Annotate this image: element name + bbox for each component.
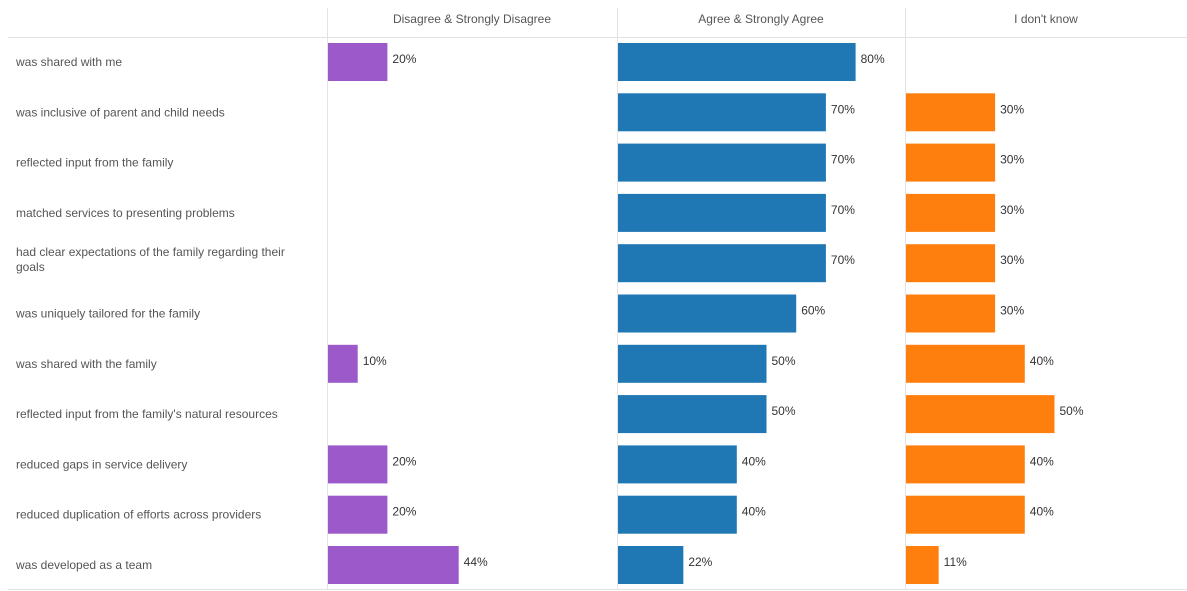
- row-label-2: reflected input from the family: [16, 156, 173, 170]
- row-label-line: reduced gaps in service delivery: [16, 457, 187, 471]
- row-label-line: was uniquely tailored for the family: [15, 307, 200, 321]
- column-header-0: Disagree & Strongly Disagree: [393, 12, 551, 26]
- value-label-1-1: 70%: [831, 102, 855, 116]
- bar-0-6: [328, 344, 358, 383]
- bar-1-7: [618, 395, 767, 434]
- bar-1-3: [618, 193, 826, 232]
- value-label-2-4: 30%: [1000, 253, 1024, 267]
- column-headers: Disagree & Strongly Disagree Agree & Stro…: [393, 12, 1078, 26]
- row-label-9: reduced duplication of efforts across pr…: [16, 508, 261, 522]
- row-label-10: was developed as a team: [15, 558, 152, 572]
- value-label-2-9: 40%: [1030, 505, 1054, 519]
- value-label-2-3: 30%: [1000, 203, 1024, 217]
- bar-1-5: [618, 294, 797, 333]
- bar-1-0: [618, 43, 856, 81]
- column-header-2: I don't know: [1014, 12, 1078, 26]
- value-label-2-5: 30%: [1000, 304, 1024, 318]
- bars: 20% 10% 20% 20% 44% 80% 70% 70% 70% 70% 60% 50% 50% 4…: [328, 43, 1084, 584]
- bar-2-9: [906, 495, 1025, 534]
- value-label-2-8: 40%: [1030, 454, 1054, 468]
- value-label-0-9: 20%: [392, 505, 416, 519]
- value-label-0-10: 44%: [464, 555, 488, 569]
- bar-0-0: [328, 43, 388, 81]
- row-label-line: matched services to presenting problems: [16, 206, 235, 220]
- bar-2-8: [906, 445, 1025, 484]
- bar-0-8: [328, 445, 388, 484]
- value-label-2-7: 50%: [1060, 404, 1084, 418]
- value-label-2-2: 30%: [1000, 153, 1024, 167]
- grid-lines: [8, 8, 1187, 590]
- bar-0-9: [328, 495, 388, 534]
- bar-2-4: [906, 244, 996, 283]
- row-label-3: matched services to presenting problems: [16, 206, 235, 220]
- bar-2-10: [906, 546, 939, 584]
- row-label-1: was inclusive of parent and child needs: [15, 105, 225, 119]
- bar-0-10: [328, 546, 459, 584]
- value-label-0-0: 20%: [392, 52, 416, 66]
- value-label-1-7: 50%: [772, 404, 796, 418]
- row-label-line: was developed as a team: [15, 558, 152, 572]
- row-label-8: reduced gaps in service delivery: [16, 457, 187, 471]
- value-label-1-4: 70%: [831, 253, 855, 267]
- row-label-line: was shared with the family: [15, 357, 157, 371]
- value-label-1-9: 40%: [742, 505, 766, 519]
- bar-1-1: [618, 93, 826, 132]
- bar-1-9: [618, 495, 737, 534]
- row-label-line: had clear expectations of the family reg…: [16, 245, 285, 259]
- value-label-1-6: 50%: [772, 354, 796, 368]
- bar-2-1: [906, 93, 996, 132]
- bar-2-2: [906, 143, 996, 182]
- column-header-1: Agree & Strongly Agree: [698, 12, 824, 26]
- row-label-line: reflected input from the family: [16, 156, 173, 170]
- value-label-1-3: 70%: [831, 203, 855, 217]
- row-label-line: reduced duplication of efforts across pr…: [16, 508, 261, 522]
- bar-1-10: [618, 546, 684, 584]
- bar-2-3: [906, 193, 996, 232]
- value-label-0-8: 20%: [392, 454, 416, 468]
- row-labels: was shared with me was inclusive of paren…: [15, 55, 285, 572]
- row-label-line: was shared with me: [15, 55, 122, 69]
- value-label-2-1: 30%: [1000, 102, 1024, 116]
- value-label-1-8: 40%: [742, 454, 766, 468]
- bar-1-8: [618, 445, 737, 484]
- bar-2-7: [906, 395, 1055, 434]
- row-label-0: was shared with me: [15, 55, 122, 69]
- row-label-4: had clear expectations of the family reg…: [16, 245, 285, 274]
- bar-1-6: [618, 344, 767, 383]
- row-label-7: reflected input from the family's natura…: [16, 407, 278, 421]
- bar-1-4: [618, 244, 826, 283]
- value-label-2-6: 40%: [1030, 354, 1054, 368]
- bar-1-2: [618, 143, 826, 182]
- row-label-5: was uniquely tailored for the family: [15, 307, 200, 321]
- value-label-1-10: 22%: [688, 555, 712, 569]
- bar-2-5: [906, 294, 996, 333]
- value-label-0-6: 10%: [363, 354, 387, 368]
- value-label-1-0: 80%: [861, 52, 885, 66]
- row-label-line: reflected input from the family's natura…: [16, 407, 278, 421]
- value-label-1-5: 60%: [801, 304, 825, 318]
- value-label-1-2: 70%: [831, 153, 855, 167]
- value-label-2-10: 11%: [944, 555, 967, 569]
- row-label-line: goals: [16, 260, 45, 274]
- bar-2-6: [906, 344, 1025, 383]
- row-label-6: was shared with the family: [15, 357, 157, 371]
- row-label-line: was inclusive of parent and child needs: [15, 105, 225, 119]
